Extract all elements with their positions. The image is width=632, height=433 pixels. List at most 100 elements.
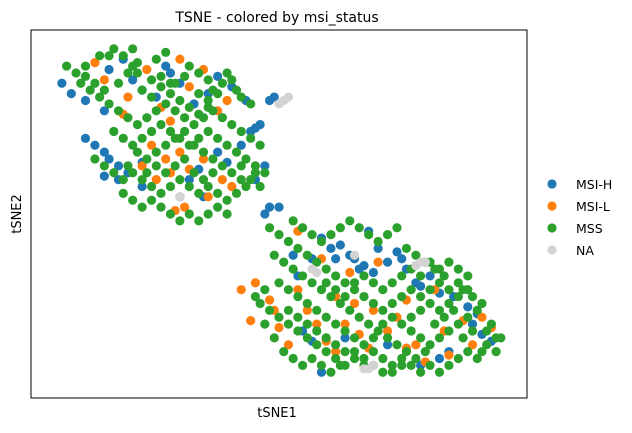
data-point: [250, 291, 260, 302]
data-point: [90, 58, 100, 68]
data-point: [312, 326, 322, 336]
data-point: [335, 298, 345, 309]
data-point: [274, 278, 284, 288]
data-point: [439, 312, 449, 322]
data-point: [165, 116, 176, 126]
data-point: [213, 133, 223, 143]
data-point: [165, 89, 176, 99]
data-point: [90, 140, 100, 150]
data-point: [80, 71, 91, 81]
data-point: [151, 147, 161, 157]
data-point: [298, 223, 308, 233]
data-point: [316, 367, 327, 377]
data-point: [113, 161, 124, 171]
data-point: [349, 353, 360, 364]
data-point: [349, 285, 360, 295]
data-point: [477, 347, 487, 357]
data-point: [368, 347, 378, 357]
data-point: [425, 271, 435, 281]
data-point: [189, 140, 199, 150]
legend-label: NA: [576, 243, 594, 258]
data-point: [316, 285, 327, 295]
data-point: [463, 271, 473, 281]
data-point: [137, 161, 147, 171]
data-point: [307, 230, 317, 240]
data-point: [340, 333, 350, 343]
data-point: [180, 126, 190, 137]
data-point: [227, 119, 237, 130]
data-point: [331, 285, 341, 295]
data-point: [260, 209, 270, 219]
data-point: [340, 319, 350, 329]
data-point: [99, 85, 109, 95]
data-point: [137, 181, 147, 192]
data-point: [293, 326, 303, 336]
data-point: [364, 230, 374, 240]
data-point: [175, 192, 185, 202]
data-point: [180, 154, 190, 164]
data-point: [354, 223, 364, 233]
data-point: [156, 82, 166, 92]
data-point: [231, 85, 242, 95]
data-point: [477, 298, 487, 309]
data-point: [161, 99, 171, 109]
data-point: [406, 285, 416, 295]
data-point: [444, 285, 454, 295]
data-point: [269, 92, 279, 102]
data-point: [213, 188, 223, 198]
data-point: [425, 285, 435, 295]
data-point: [194, 109, 204, 119]
data-point: [453, 264, 463, 274]
data-point: [156, 71, 166, 81]
data-point: [146, 140, 157, 150]
data-point: [123, 92, 133, 102]
data-point: [222, 68, 232, 78]
data-point: [331, 319, 341, 329]
data-point: [170, 106, 180, 116]
data-point: [180, 113, 190, 123]
data-point: [241, 154, 251, 164]
data-point: [113, 78, 124, 88]
data-point: [184, 175, 194, 185]
data-point: [349, 333, 360, 343]
data-point: [184, 209, 194, 219]
legend-label: MSS: [576, 221, 603, 236]
data-point: [184, 82, 194, 92]
data-point: [194, 89, 204, 99]
data-point: [246, 126, 256, 137]
data-point: [326, 291, 336, 302]
data-point: [170, 133, 180, 143]
data-point: [222, 95, 232, 106]
data-point: [472, 305, 482, 315]
data-point: [449, 305, 459, 315]
data-point: [411, 250, 421, 260]
data-point: [123, 68, 133, 78]
data-point: [321, 278, 331, 288]
data-point: [406, 312, 416, 322]
data-point: [331, 271, 341, 281]
data-point: [260, 319, 270, 329]
data-point: [227, 75, 237, 85]
data-point: [175, 54, 185, 64]
data-point: [279, 257, 289, 267]
data-point: [430, 319, 440, 329]
data-point: [321, 347, 331, 357]
data-point: [180, 71, 190, 81]
data-point: [307, 353, 317, 364]
data-point: [128, 195, 138, 205]
data-point: [411, 340, 421, 350]
data-point: [387, 367, 397, 377]
data-point: [142, 64, 152, 75]
data-point: [335, 360, 345, 370]
data-point: [132, 68, 142, 78]
data-point: [302, 250, 312, 260]
data-point: [161, 61, 171, 71]
data-point: [76, 78, 86, 88]
data-point: [434, 278, 445, 288]
data-point: [491, 347, 501, 357]
data-point: [137, 175, 147, 185]
data-point: [463, 347, 473, 357]
data-point: [194, 133, 204, 143]
data-point: [132, 119, 142, 130]
data-point: [283, 319, 294, 329]
